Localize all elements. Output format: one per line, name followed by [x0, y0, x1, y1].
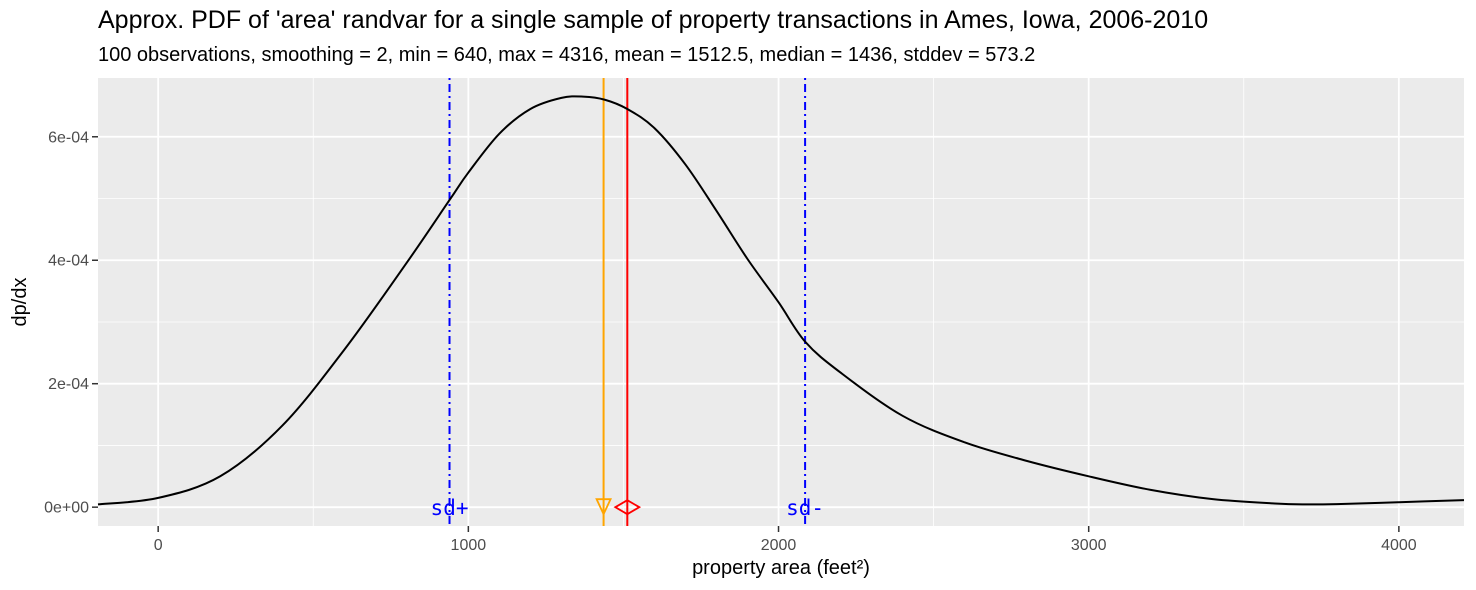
- markers-layer: sd+ sd-: [431, 496, 825, 520]
- x-tick-label: 4000: [1381, 537, 1417, 554]
- sd-label: sd+: [431, 496, 469, 520]
- y-tick-label: 2e-04: [48, 376, 89, 393]
- x-tick-label: 0: [154, 537, 163, 554]
- y-tick-label: 4e-04: [48, 253, 89, 270]
- density-curve: [97, 95, 1465, 506]
- x-tick-label: 2000: [761, 537, 797, 554]
- sd-label: sd-: [786, 496, 824, 520]
- x-tick-label: 3000: [1071, 537, 1107, 554]
- mean-marker: [613, 499, 642, 516]
- x-axis-title: property area (feet²): [692, 557, 870, 579]
- chart-subtitle: 100 observations, smoothing = 2, min = 6…: [98, 44, 1036, 66]
- median-marker: [595, 498, 612, 517]
- y-tick-label: 6e-04: [48, 129, 89, 146]
- plot-panel: [98, 78, 1464, 526]
- grid-minor: [98, 78, 1464, 526]
- y-axis: 0e+00 2e-04 4e-04 6e-04: [44, 129, 98, 517]
- y-tick-label: 0e+00: [44, 500, 89, 517]
- series-layer: [97, 95, 1465, 506]
- x-tick-label: 1000: [451, 537, 487, 554]
- grid-major: [98, 78, 1464, 526]
- chart-title: Approx. PDF of 'area' randvar for a sing…: [98, 6, 1209, 34]
- reference-lines: [448, 78, 807, 526]
- y-axis-title: dp/dx: [9, 278, 31, 327]
- x-axis: 0 1000 2000 3000 4000: [154, 526, 1417, 554]
